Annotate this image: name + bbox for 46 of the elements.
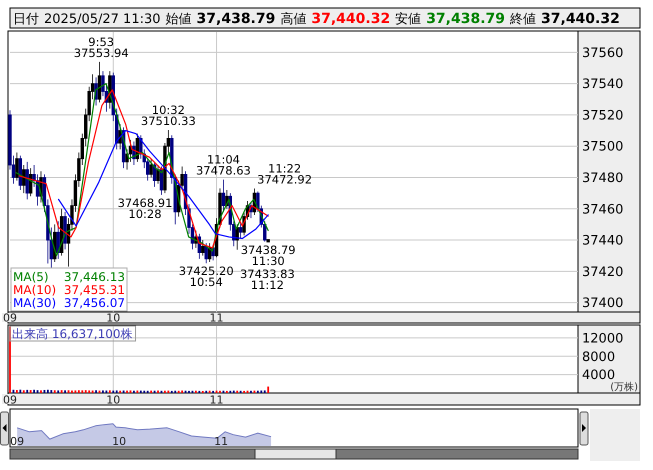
y-tick-label: 37420 (582, 264, 624, 280)
y-tick-label: 37480 (582, 170, 624, 186)
candlestick (222, 179, 226, 212)
x-tick-label: 09 (3, 394, 17, 406)
y-tick-label: 37520 (582, 108, 624, 124)
text: 37,438.79 (196, 11, 276, 27)
text: 終値 (509, 12, 536, 27)
y-tick-label: 12000 (582, 331, 624, 346)
annotation: 37,456.07 (64, 296, 125, 310)
y-axis-title: (万株) (610, 381, 638, 393)
y-tick-label: 37440 (582, 234, 624, 249)
x-tick-label: 11 (210, 394, 224, 406)
text: 37,440.32 (311, 11, 390, 27)
text: MA(10) (13, 283, 56, 297)
candlestick (15, 152, 19, 182)
text: 安値 (395, 11, 422, 27)
candlestick (266, 239, 270, 242)
y-tick-label: 4000 (582, 368, 616, 384)
text: 日付 (13, 12, 39, 27)
text: 高値 (280, 11, 306, 27)
x-tick-label: 10 (112, 435, 126, 448)
candlestick (152, 161, 156, 188)
text: 始値 (166, 12, 192, 27)
y-tick-label: 8000 (582, 350, 616, 365)
y-tick-label: 37460 (582, 202, 624, 218)
series-label: MA(5) (13, 270, 49, 284)
annotation: 37,446.13 (64, 270, 125, 284)
y-tick-label: 37500 (582, 140, 624, 155)
x-tick-label: 10 (106, 312, 120, 324)
text: 37,438.79 (426, 11, 506, 27)
x-tick-label: 09 (10, 435, 24, 448)
chart-title: 出来高 16,637,100株 (12, 327, 133, 341)
x-tick-label: 11 (210, 312, 224, 324)
x-tick-label: 10 (106, 394, 120, 406)
y-tick-label: 37540 (582, 77, 624, 92)
x-tick-label: 11 (214, 435, 228, 448)
candlestick (238, 222, 242, 239)
y-tick-label: 37560 (582, 46, 624, 61)
candlestick (201, 240, 204, 256)
x-tick-label: 09 (3, 312, 17, 324)
text: 2025/05/27 11:30 (44, 12, 161, 27)
text: 37,440.32 (541, 11, 620, 27)
text: MA(30) (13, 296, 56, 310)
y-tick-label: 37400 (582, 296, 624, 312)
annotation: 37,455.31 (64, 283, 125, 297)
candlestick (149, 158, 153, 178)
